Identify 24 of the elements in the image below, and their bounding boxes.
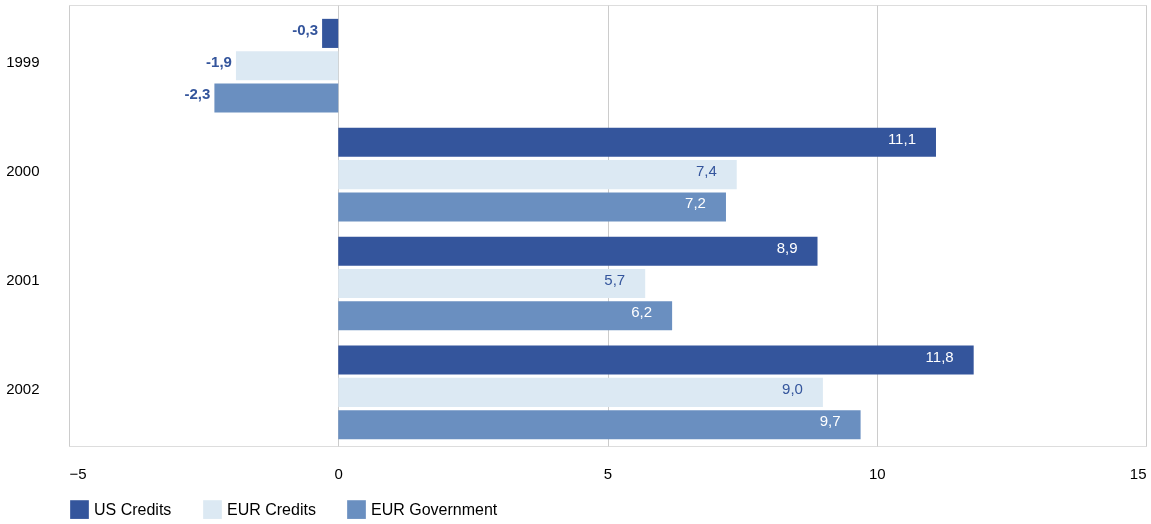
y-tick-label: 2000: [6, 162, 40, 180]
data-label: 5,7: [604, 270, 626, 288]
data-label: 6,2: [631, 303, 653, 321]
data-label: -1,9: [206, 53, 232, 71]
data-label: 7,2: [685, 194, 706, 212]
y-tick-label: 2001: [6, 270, 40, 288]
legend-label: EUR Credits: [227, 500, 316, 518]
data-label: -2,3: [184, 85, 211, 103]
x-tick-label: 0: [334, 464, 343, 482]
x-tick-label: 15: [1129, 464, 1147, 482]
data-label: 8,9: [776, 238, 798, 256]
data-label: 7,4: [695, 162, 717, 180]
x-tick-label: 5: [603, 464, 613, 482]
x-tick-label: −5: [69, 464, 87, 482]
y-tick-label: 1999: [6, 53, 40, 71]
data-label: 11,8: [925, 347, 954, 365]
x-tick-label: 10: [868, 464, 886, 482]
legend-label: US Credits: [94, 500, 172, 518]
data-label: -0,3: [292, 20, 319, 38]
data-label: 9,0: [782, 379, 803, 397]
y-tick-label: 2002: [6, 379, 40, 397]
legend-label: EUR Government: [371, 500, 498, 518]
data-label: 9,7: [819, 412, 841, 430]
data-label: 11,1: [887, 129, 916, 147]
